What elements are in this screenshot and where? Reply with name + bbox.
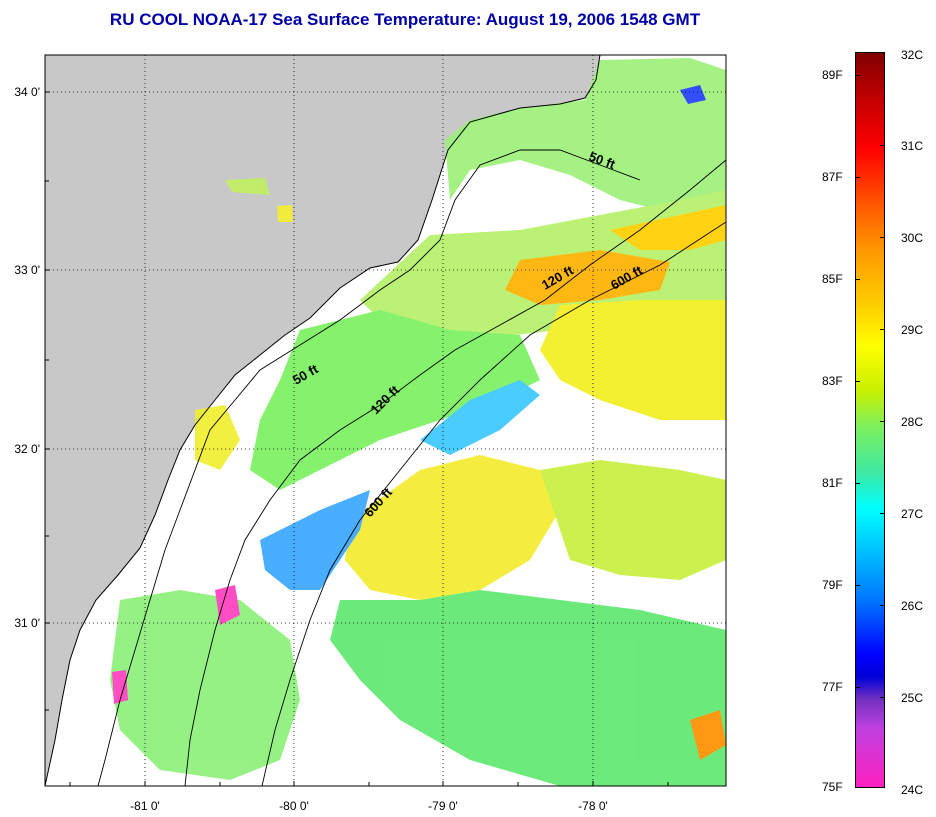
lat-label-34: 34 0'	[14, 85, 40, 99]
lat-label-32: 32 0'	[14, 442, 40, 456]
isobath-600ft	[261, 221, 726, 786]
map-title: RU COOL NOAA-17 Sea Surface Temperature:…	[109, 10, 701, 29]
lat-label-31: 31 0'	[14, 616, 40, 630]
colorbar-label-31c: 31C	[901, 139, 924, 153]
colorbar-tick	[855, 687, 860, 688]
lon-label-79: -79 0'	[428, 799, 458, 813]
colorbar-tick	[880, 605, 885, 606]
map-frame	[44, 54, 727, 787]
colorbar-tick	[855, 279, 860, 280]
colorbar-label-83f: 83F	[822, 374, 843, 388]
colorbar-label-79f: 79F	[822, 578, 843, 592]
colorbar-label-30c: 30C	[901, 231, 924, 245]
colorbar-tick	[880, 237, 885, 238]
colorbar-label-25c: 25C	[901, 691, 924, 705]
colorbar-tick	[855, 483, 860, 484]
colorbar-tick	[855, 381, 860, 382]
isobath-50ft	[97, 149, 641, 786]
colorbar-tick	[880, 513, 885, 514]
colorbar-label-24c: 24C	[901, 783, 924, 797]
colorbar-label-89f: 89F	[822, 68, 843, 82]
colorbar-label-32c: 32C	[901, 48, 924, 62]
colorbar-tick	[855, 585, 860, 586]
sst-data-layer	[110, 58, 726, 786]
colorbar-label-29c: 29C	[901, 323, 924, 337]
colorbar-label-81f: 81F	[822, 476, 843, 490]
lon-label-81: -81 0'	[130, 799, 160, 813]
colorbar-tick	[855, 75, 860, 76]
temperature-colorbar	[855, 52, 885, 788]
colorbar-tick	[880, 697, 885, 698]
colorbar-tick	[880, 145, 885, 146]
colorbar-label-26c: 26C	[901, 599, 924, 613]
colorbar-label-85f: 85F	[822, 272, 843, 286]
colorbar-tick	[880, 421, 885, 422]
colorbar-label-28c: 28C	[901, 415, 924, 429]
isobath-120ft	[184, 159, 726, 786]
colorbar-tick	[880, 329, 885, 330]
colorbar-tick	[855, 177, 860, 178]
colorbar-label-87f: 87F	[822, 170, 843, 184]
colorbar-label-77f: 77F	[822, 680, 843, 694]
axis-ticks	[45, 91, 669, 786]
colorbar-label-27c: 27C	[901, 507, 924, 521]
coastline	[45, 55, 601, 786]
lon-label-80: -80 0'	[279, 799, 309, 813]
colorbar-label-75f: 75F	[822, 780, 843, 794]
lat-label-33: 33 0'	[14, 263, 40, 277]
land-area	[45, 55, 600, 786]
graticule	[45, 55, 726, 786]
lon-label-78: -78 0'	[578, 799, 608, 813]
